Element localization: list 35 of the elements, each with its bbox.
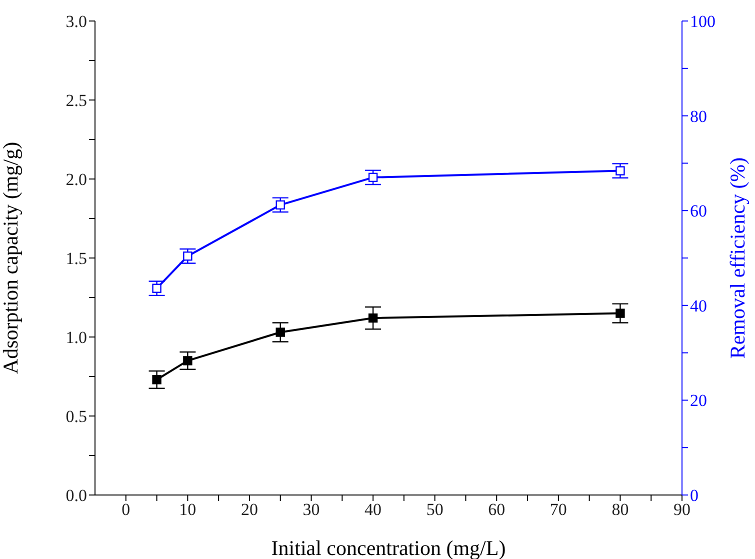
point bbox=[152, 375, 162, 384]
point bbox=[616, 166, 625, 176]
y-tick-label: 0.0 bbox=[66, 486, 87, 506]
y-axis-title: Adsorption capacity (mg/g) bbox=[0, 142, 22, 374]
x-tick-label: 30 bbox=[302, 500, 320, 520]
y-tick-label: 1.0 bbox=[66, 328, 87, 348]
point bbox=[152, 284, 162, 293]
point bbox=[616, 308, 625, 318]
x-tick-label: 70 bbox=[550, 500, 567, 520]
y-tick-label: 0.5 bbox=[66, 407, 87, 426]
x-tick-label: 90 bbox=[674, 500, 690, 520]
x-tick-label: 80 bbox=[612, 500, 629, 520]
y2-tick-label: 100 bbox=[690, 12, 716, 32]
x-tick-label: 40 bbox=[364, 500, 382, 520]
y-tick-label: 2.5 bbox=[66, 91, 87, 110]
y2-tick-label: 0 bbox=[690, 486, 698, 506]
point bbox=[183, 356, 192, 366]
point bbox=[276, 328, 285, 337]
x-tick-label: 20 bbox=[240, 500, 258, 520]
y-tick-label: 2.0 bbox=[66, 170, 87, 190]
y2-tick-label: 40 bbox=[690, 296, 707, 316]
y2-tick-label: 60 bbox=[690, 202, 707, 221]
point bbox=[183, 252, 192, 261]
y-tick-label: 1.5 bbox=[66, 249, 87, 268]
x-tick-label: 0 bbox=[122, 500, 130, 520]
y2-tick-label: 80 bbox=[690, 106, 707, 126]
point bbox=[368, 172, 378, 182]
x-tick-label: 50 bbox=[426, 500, 444, 520]
point bbox=[276, 200, 285, 210]
y-tick-label: 3.0 bbox=[66, 12, 87, 32]
y2-tick-label: 20 bbox=[690, 391, 707, 410]
x-tick-label: 10 bbox=[179, 500, 196, 520]
point bbox=[368, 313, 378, 323]
y2-axis-title: Removal efficiency (%) bbox=[725, 157, 750, 359]
x-tick-label: 60 bbox=[488, 500, 506, 520]
